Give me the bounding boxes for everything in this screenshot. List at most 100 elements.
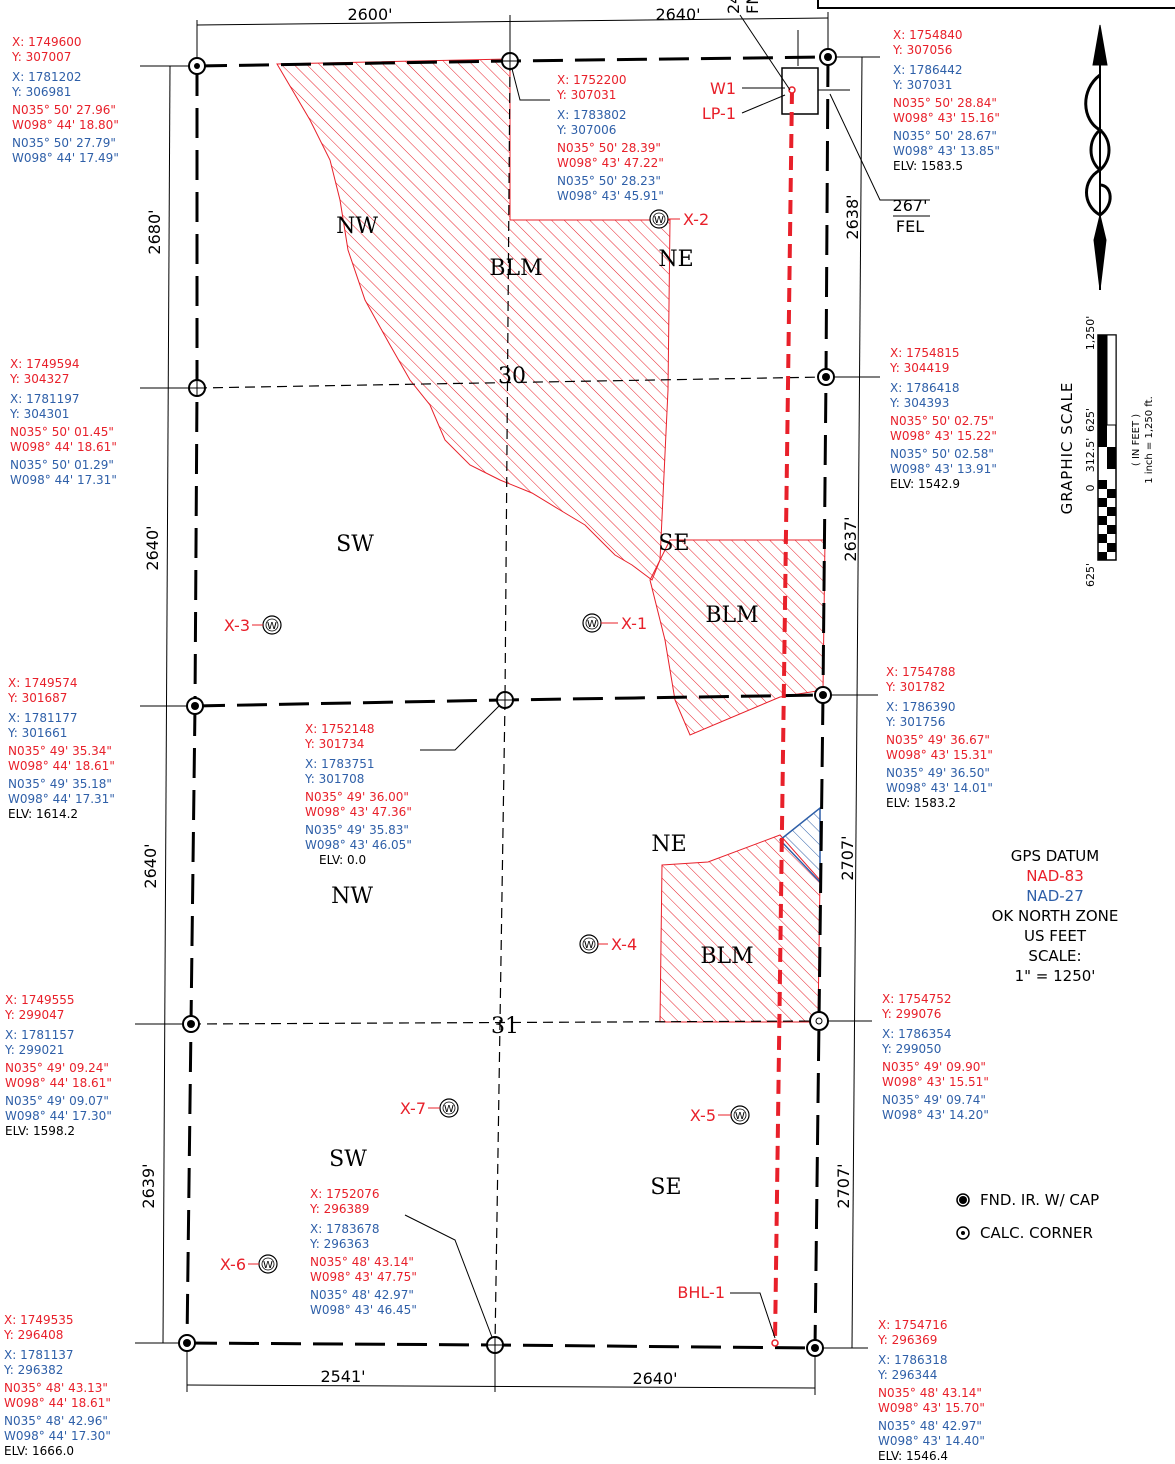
quarter-se-30: SE — [658, 531, 689, 556]
x5-label: X-5 — [690, 1106, 716, 1125]
svg-text:W: W — [263, 1260, 273, 1271]
lateral-wellbore — [773, 89, 794, 1344]
corner-label-w-line: X: 1749574 Y: 301687 X: 1781177 Y: 30166… — [8, 676, 115, 821]
dim-bottom-west: 2541' — [320, 1367, 365, 1386]
bhl1-point — [771, 1339, 779, 1347]
n-quarter-leader — [509, 60, 550, 101]
datum-scale-value: 1" = 1250' — [1014, 967, 1096, 985]
datum-zone: OK NORTH ZONE — [991, 907, 1119, 925]
calc-corner-nw — [188, 57, 206, 75]
found-corner-e-line — [814, 686, 832, 704]
quarter-ne-30: NE — [658, 247, 693, 272]
quarter-sw-30: SW — [336, 532, 374, 557]
well-x5-icon: W — [718, 1105, 750, 1125]
corner-label-e-line: X: 1754788 Y: 301782 X: 1786390 Y: 30175… — [886, 665, 993, 810]
well-x3-icon: W — [252, 615, 282, 635]
dim-top-east: 2640' — [655, 5, 700, 24]
datum-scale-label: SCALE: — [1028, 947, 1082, 965]
x4-label: X-4 — [611, 935, 637, 954]
well-symbols: W W W W W W W — [248, 209, 750, 1274]
scale-tick-312: 312.5' — [1084, 438, 1097, 473]
datum-nad27: NAD-27 — [1026, 887, 1084, 905]
section-31-number: 31 — [491, 1014, 519, 1039]
svg-text:W: W — [267, 621, 277, 632]
corner-label-w31: X: 1749555 Y: 299047 X: 1781157 Y: 29902… — [5, 993, 112, 1138]
graphic-scale-bar: 625' 0 312.5' 625' 1,250' ( IN FEET ) 1 … — [1058, 316, 1155, 587]
dim-west-4: 2639' — [139, 1163, 158, 1208]
legend-found-icon — [956, 1193, 970, 1207]
quarter-se-31: SE — [650, 1175, 681, 1200]
scale-tick-625: 625' — [1084, 408, 1097, 432]
dim-fnl-label: FN — [743, 0, 762, 14]
corner-label-s-quarter: X: 1752076 Y: 296389 X: 1783678 Y: 29636… — [310, 1187, 417, 1317]
calc-corner-e31 — [809, 1011, 829, 1031]
blm-area-north — [276, 58, 671, 581]
well-pad — [781, 67, 819, 115]
scale-title: GRAPHIC SCALE — [1058, 382, 1076, 515]
fel-leader — [829, 93, 930, 201]
blm-label-3: BLM — [700, 944, 753, 969]
blm-area-east — [649, 539, 826, 736]
corner-markers — [178, 48, 837, 1357]
quarter-nw-31: NW — [331, 884, 373, 909]
corner-label-sw: X: 1749535 Y: 296408 X: 1781137 Y: 29638… — [4, 1313, 111, 1458]
fnl-leader — [739, 14, 791, 91]
x1-label: X-1 — [621, 614, 647, 633]
quarter-ne-31: NE — [651, 832, 686, 857]
dim-east-1: 2638' — [843, 194, 862, 239]
legend-calc-icon — [956, 1226, 970, 1240]
w1-label: W1 — [710, 79, 736, 98]
bhl1-label: BHL-1 — [677, 1283, 725, 1302]
section-31-quarter-ns — [494, 699, 506, 1346]
svg-text:W: W — [735, 1111, 745, 1122]
dim-west-1: 2680' — [145, 209, 164, 254]
scale-tick-neg625: 625' — [1084, 563, 1097, 587]
found-corner-ne — [819, 48, 837, 66]
dim-east-3: 2707' — [838, 835, 857, 880]
w1-point — [788, 86, 796, 94]
svg-text:W: W — [654, 215, 664, 226]
dim-bottom-east: 2640' — [632, 1369, 677, 1388]
gps-datum-block: GPS DATUM NAD-83 NAD-27 OK NORTH ZONE US… — [980, 846, 1130, 986]
corner-label-se: X: 1754716 Y: 296369 X: 1786318 Y: 29634… — [878, 1318, 985, 1463]
found-corner-w31 — [182, 1015, 200, 1033]
title-block-edge — [817, 0, 1175, 9]
legend-calc-label: CALC. CORNER — [980, 1224, 1093, 1242]
well-x6-icon: W — [248, 1254, 278, 1274]
dim-east-4: 2707' — [834, 1163, 853, 1208]
well-x1-icon: W — [582, 613, 618, 633]
corner-label-e30: X: 1754815 Y: 304419 X: 1786418 Y: 30439… — [890, 346, 997, 491]
section-30-number: 30 — [498, 364, 526, 389]
section-30-quarter-ns — [504, 60, 511, 701]
section-31-quarter-ew — [190, 1020, 820, 1025]
dimension-lines — [135, 12, 880, 1395]
found-corner-w-line — [186, 697, 204, 715]
well-x4-icon: W — [579, 934, 608, 954]
section-30-quarter-ew — [196, 376, 827, 389]
blm-label-2: BLM — [705, 603, 758, 628]
dim-east-2: 2637' — [841, 516, 860, 561]
section-31-east-line — [813, 694, 825, 1349]
calc-corner-center — [496, 691, 514, 709]
legend-found-label: FND. IR. W/ CAP — [980, 1191, 1100, 1209]
dim-west-2: 2640' — [143, 525, 162, 570]
blm-label-1: BLM — [489, 256, 542, 281]
x6-label: X-6 — [220, 1255, 246, 1274]
svg-text:W: W — [584, 940, 594, 951]
blm-area-south — [659, 834, 821, 1023]
calc-corner-s-quarter — [486, 1336, 504, 1354]
center-leader — [420, 699, 506, 751]
dim-west-3: 2640' — [141, 843, 160, 888]
found-corner-e30 — [817, 368, 835, 386]
datum-nad83: NAD-83 — [1026, 867, 1084, 885]
datum-title: GPS DATUM — [1010, 847, 1100, 865]
svg-text:W: W — [444, 1104, 454, 1115]
north-arrow-icon — [1084, 24, 1112, 291]
scale-ratio: 1 inch = 1,250 ft. — [1144, 396, 1155, 483]
bhl1-leader — [730, 1292, 776, 1339]
calc-corner-n-quarter — [501, 52, 519, 70]
lp1-label: LP-1 — [702, 104, 736, 123]
found-corner-se — [806, 1339, 824, 1357]
scale-tick-0: 0 — [1084, 485, 1097, 492]
